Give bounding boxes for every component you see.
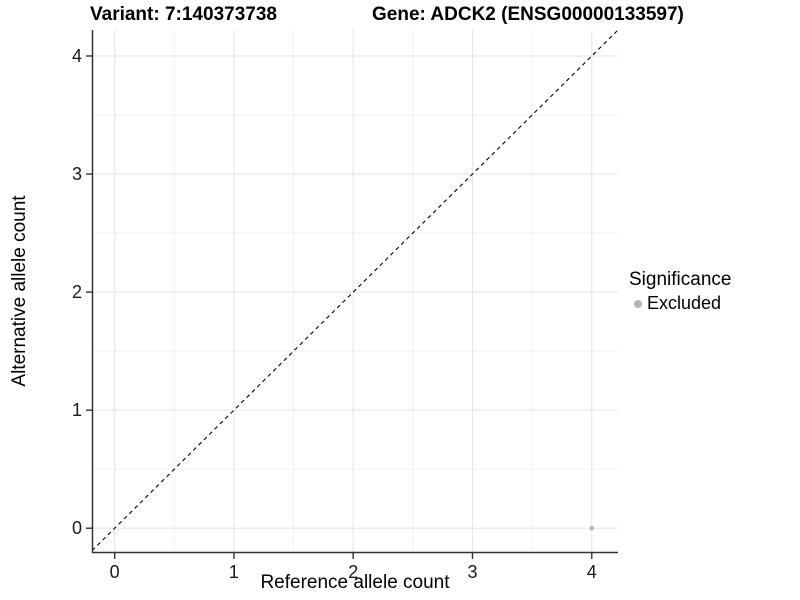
y-tick-label: 0 [72,518,82,538]
x-tick-label: 1 [229,562,239,582]
plot-title-variant: Variant: 7:140373738 [90,4,277,25]
legend: Significance Excluded [629,269,731,314]
y-tick-label: 1 [72,400,82,420]
x-tick-label: 3 [467,562,477,582]
y-tick-label: 2 [72,282,82,302]
legend-title: Significance [629,269,732,290]
legend-key [629,295,647,313]
legend-item-label: Excluded [647,293,722,313]
x-tick-label: 4 [587,562,597,582]
y-tick-label: 4 [72,46,82,66]
plot-panel: 0 1 2 3 4 0 1 2 3 4 [72,29,619,582]
data-point [589,525,595,531]
x-tick-label: 2 [348,562,358,582]
identity-line [91,29,619,552]
y-tick-label: 3 [72,164,82,184]
x-tick-label: 0 [110,562,120,582]
legend-item-excluded: Excluded [629,293,731,314]
x-axis-title: Reference allele count [260,572,450,593]
plot-title-gene: Gene: ADCK2 (ENSG00000133597) [372,4,684,25]
y-axis-title: Alternative allele count [9,195,30,387]
excluded-point-icon [634,299,642,308]
